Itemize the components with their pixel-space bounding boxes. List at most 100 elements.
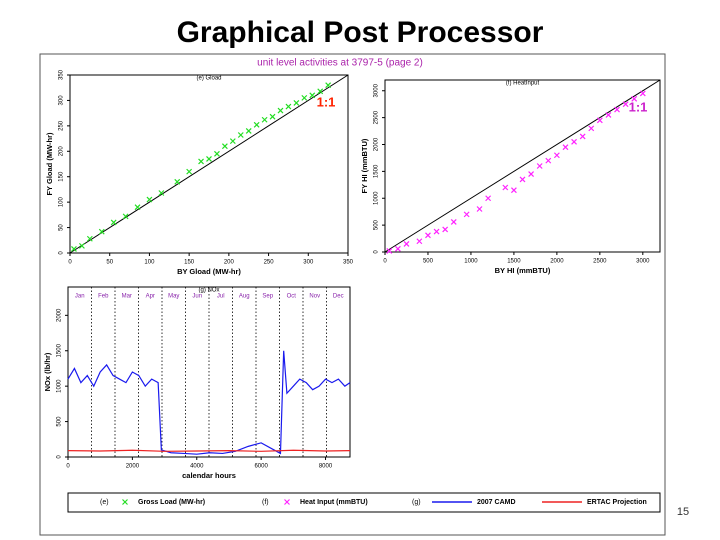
scatter-point (605, 112, 612, 118)
scatter-point (519, 176, 526, 183)
scatter-point (403, 241, 410, 247)
x-tick-label: 350 (343, 260, 354, 266)
x-axis-label: BY Gload (MW-hr) (177, 267, 241, 276)
y-tick-label: 0 (59, 251, 65, 255)
month-label: Jul (217, 294, 225, 300)
y-tick-label: 0 (374, 250, 380, 254)
figure-title: unit level activities at 3797-5 (page 2) (257, 58, 423, 69)
scatter-point (317, 88, 324, 95)
y-tick-label: 150 (59, 171, 65, 182)
month-label: Jan (75, 294, 85, 300)
x-tick-label: 8000 (319, 464, 333, 470)
y-tick-label: 2000 (57, 308, 63, 322)
scatter-point (553, 152, 560, 159)
scatter-point (394, 245, 401, 252)
legend-marker (284, 499, 290, 505)
y-tick-label: 300 (59, 95, 65, 106)
month-label: Apr (146, 294, 155, 300)
scatter-point (146, 196, 153, 203)
month-label: Sep (262, 294, 273, 300)
scatter-point (293, 100, 300, 106)
y-tick-label: 500 (57, 416, 63, 427)
scatter-point (433, 228, 440, 235)
month-label: Aug (239, 294, 250, 300)
y-tick-label: 1500 (374, 164, 380, 178)
y-tick-label: 200 (59, 146, 65, 157)
x-tick-label: 1000 (464, 259, 478, 265)
scatter-point (622, 101, 629, 108)
legend-label: ERTAC Projection (587, 499, 647, 506)
chart-title: (f) HeatInput (506, 81, 540, 87)
data-line (67, 350, 351, 455)
x-tick-label: 2000 (550, 259, 564, 265)
legend-label: 2007 CAMD (477, 499, 516, 506)
month-label: Oct (287, 294, 297, 300)
scatter-point (571, 138, 577, 145)
month-label: Mar (122, 294, 132, 300)
x-tick-label: 200 (224, 260, 235, 266)
scatter-point (186, 168, 193, 175)
scatter-point (245, 128, 252, 134)
scatter-point (269, 113, 276, 120)
reference-line (384, 79, 661, 253)
scatter-point (425, 232, 431, 239)
annotation: 1:1 (317, 94, 336, 109)
y-tick-label: 250 (59, 120, 65, 131)
scatter-point (528, 171, 535, 177)
legend-marker (122, 499, 128, 505)
x-tick-label: 150 (184, 260, 195, 266)
reference-line (69, 74, 349, 254)
y-axis-label: FY Gload (MW-hr) (45, 132, 54, 196)
scatter-point (485, 195, 492, 202)
plot-frame (69, 74, 349, 254)
scatter-point (229, 138, 236, 145)
scatter-point (277, 107, 284, 114)
y-tick-label: 1000 (57, 379, 63, 393)
scatter-point (545, 157, 552, 164)
scatter-point (476, 206, 483, 212)
y-tick-label: 100 (59, 196, 65, 207)
scatter-point (110, 219, 117, 226)
scatter-point (98, 228, 105, 235)
legend-label: Gross Load (MW-hr) (138, 499, 205, 506)
y-tick-label: 50 (59, 224, 65, 231)
annotation: 1:1 (629, 99, 648, 114)
page-number: 15 (677, 506, 689, 518)
scatter-point (463, 211, 470, 218)
scatter-point (221, 143, 228, 150)
x-tick-label: 0 (383, 259, 387, 265)
x-tick-label: 6000 (254, 464, 268, 470)
scatter-point (510, 187, 517, 194)
scatter-point (122, 213, 129, 220)
scatter-point (206, 155, 212, 162)
month-label: Dec (333, 294, 344, 300)
scatter-point (579, 133, 586, 140)
scatter-point (416, 238, 423, 245)
scatter-point (639, 90, 646, 97)
scatter-point (253, 121, 260, 128)
x-tick-label: 4000 (190, 464, 204, 470)
x-tick-label: 500 (423, 259, 434, 265)
scatter-point (134, 204, 141, 211)
legend-frame (67, 492, 661, 513)
x-tick-label: 300 (303, 260, 314, 266)
scatter-point (502, 184, 509, 191)
scatter-point (198, 158, 204, 165)
scatter-point (309, 92, 316, 99)
scatter-point (442, 226, 449, 233)
scatter-point (386, 248, 393, 254)
y-tick-label: 350 (59, 69, 65, 80)
y-tick-label: 0 (57, 455, 63, 459)
y-tick-label: 1500 (57, 343, 63, 357)
scatter-point (301, 94, 308, 101)
scatter-point (214, 150, 220, 157)
y-tick-label: 1000 (374, 191, 380, 205)
y-tick-label: 3000 (374, 83, 380, 97)
scatter-point (86, 235, 93, 242)
scatter-point (285, 103, 292, 110)
month-label: Feb (98, 294, 109, 300)
scatter-point (562, 144, 569, 151)
month-label: Nov (309, 294, 320, 300)
data-line (67, 449, 351, 452)
